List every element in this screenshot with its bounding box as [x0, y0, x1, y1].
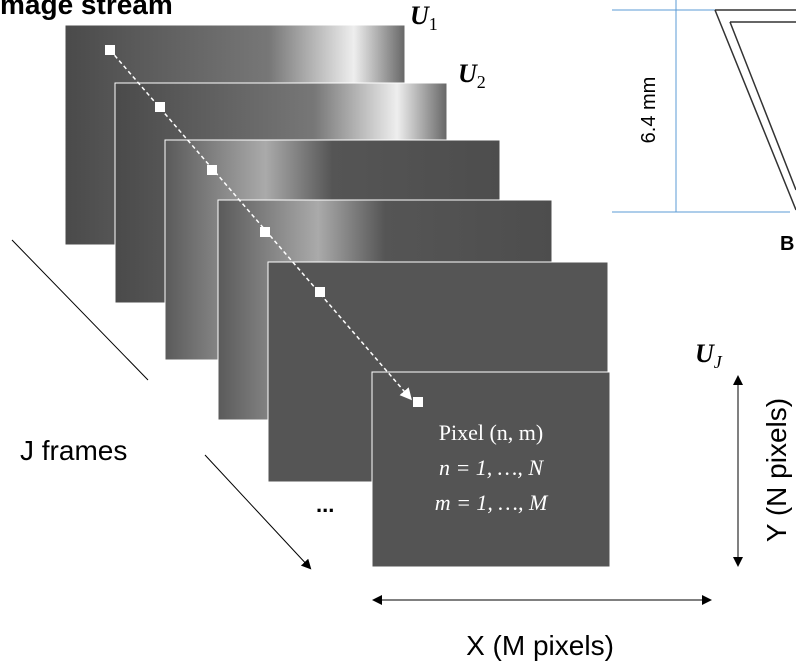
y-label: Y (N pixels) [761, 398, 792, 542]
frame-label: U1 [410, 1, 438, 34]
pixel [413, 397, 423, 407]
pixel [315, 287, 325, 297]
frame-label: UJ [695, 339, 723, 372]
n-range: n = 1, …, N [439, 455, 544, 480]
inset: 6.4 mm B [612, 0, 796, 255]
inset-shape [715, 10, 796, 210]
ellipsis: ... [316, 492, 334, 517]
frame-stack [65, 25, 610, 567]
dimension-label: 6.4 mm [638, 77, 660, 144]
pixel-label: Pixel (n, m) [439, 420, 544, 445]
panel-label: B [780, 233, 794, 255]
pixel [260, 227, 270, 237]
pixel [105, 45, 115, 55]
pixel [155, 102, 165, 112]
frame-label: U2 [458, 59, 486, 92]
title: mage stream [0, 0, 173, 20]
stack-label: J frames [20, 435, 127, 466]
m-range: m = 1, …, M [435, 490, 549, 515]
x-label: X (M pixels) [466, 630, 614, 661]
diagram: mage stream U1 U2 UJ Pixel (n, m) n = 1,… [0, 0, 796, 670]
pixel [207, 165, 217, 175]
